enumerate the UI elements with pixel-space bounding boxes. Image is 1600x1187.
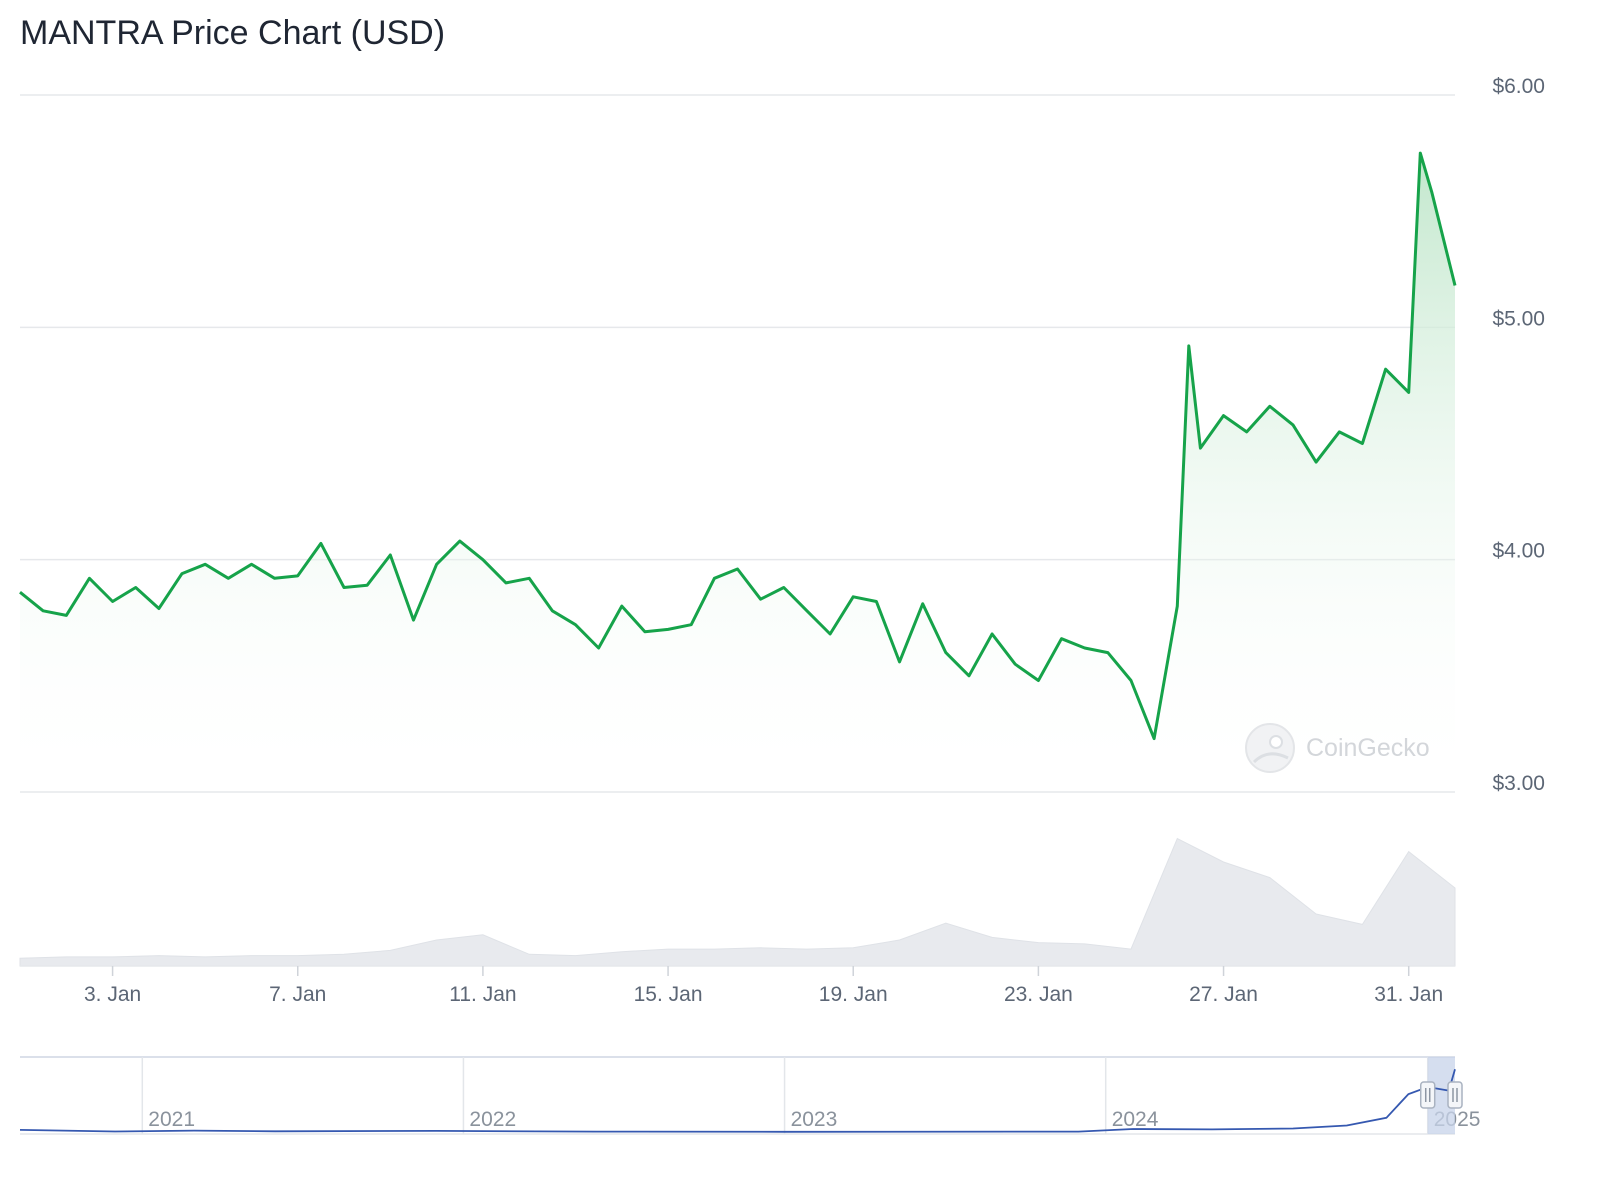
x-tick-label: 11. Jan — [449, 983, 516, 1006]
navigator-year-label: 2023 — [791, 1108, 838, 1131]
watermark-text: CoinGecko — [1306, 734, 1430, 762]
coingecko-watermark: CoinGecko — [1245, 723, 1430, 773]
navigator-year-label: 2024 — [1112, 1108, 1159, 1131]
navigator-handle[interactable] — [1447, 1081, 1463, 1109]
x-tick-label: 23. Jan — [1004, 983, 1073, 1006]
x-tick-label: 15. Jan — [634, 983, 703, 1006]
x-tick-label: 27. Jan — [1189, 983, 1258, 1006]
y-tick-label: $4.00 — [1492, 540, 1545, 563]
x-axis-labels: 3. Jan 7. Jan 11. Jan 15. Jan 19. Jan 23. Jan… — [20, 965, 1455, 1006]
volume-bars — [19, 837, 1456, 967]
x-tick-label: 31. Jan — [1374, 983, 1443, 1006]
y-axis-labels: $3.00 $4.00 $5.00 $6.00 — [1492, 75, 1545, 795]
x-tick-label: 3. Jan — [84, 983, 141, 1006]
range-navigator[interactable]: 2021 2022 2023 2024 2025 — [19, 1056, 1480, 1135]
gecko-logo-icon — [1245, 723, 1295, 773]
navigator-year-label: 2021 — [148, 1108, 195, 1131]
navigator-year-label: 2022 — [469, 1108, 516, 1131]
x-tick-label: 7. Jan — [269, 983, 326, 1006]
y-tick-label: $6.00 — [1492, 75, 1545, 98]
page-title: MANTRA Price Chart (USD) — [20, 14, 446, 52]
price-line[interactable] — [19, 151, 1457, 741]
y-tick-label: $5.00 — [1492, 307, 1545, 330]
navigator-handle[interactable] — [1419, 1081, 1436, 1109]
price-area-fill — [20, 153, 1455, 793]
x-tick-label: 19. Jan — [819, 983, 888, 1006]
y-tick-label: $3.00 — [1492, 772, 1545, 795]
navigator-line — [19, 1069, 1456, 1133]
volume-area — [19, 837, 1456, 967]
